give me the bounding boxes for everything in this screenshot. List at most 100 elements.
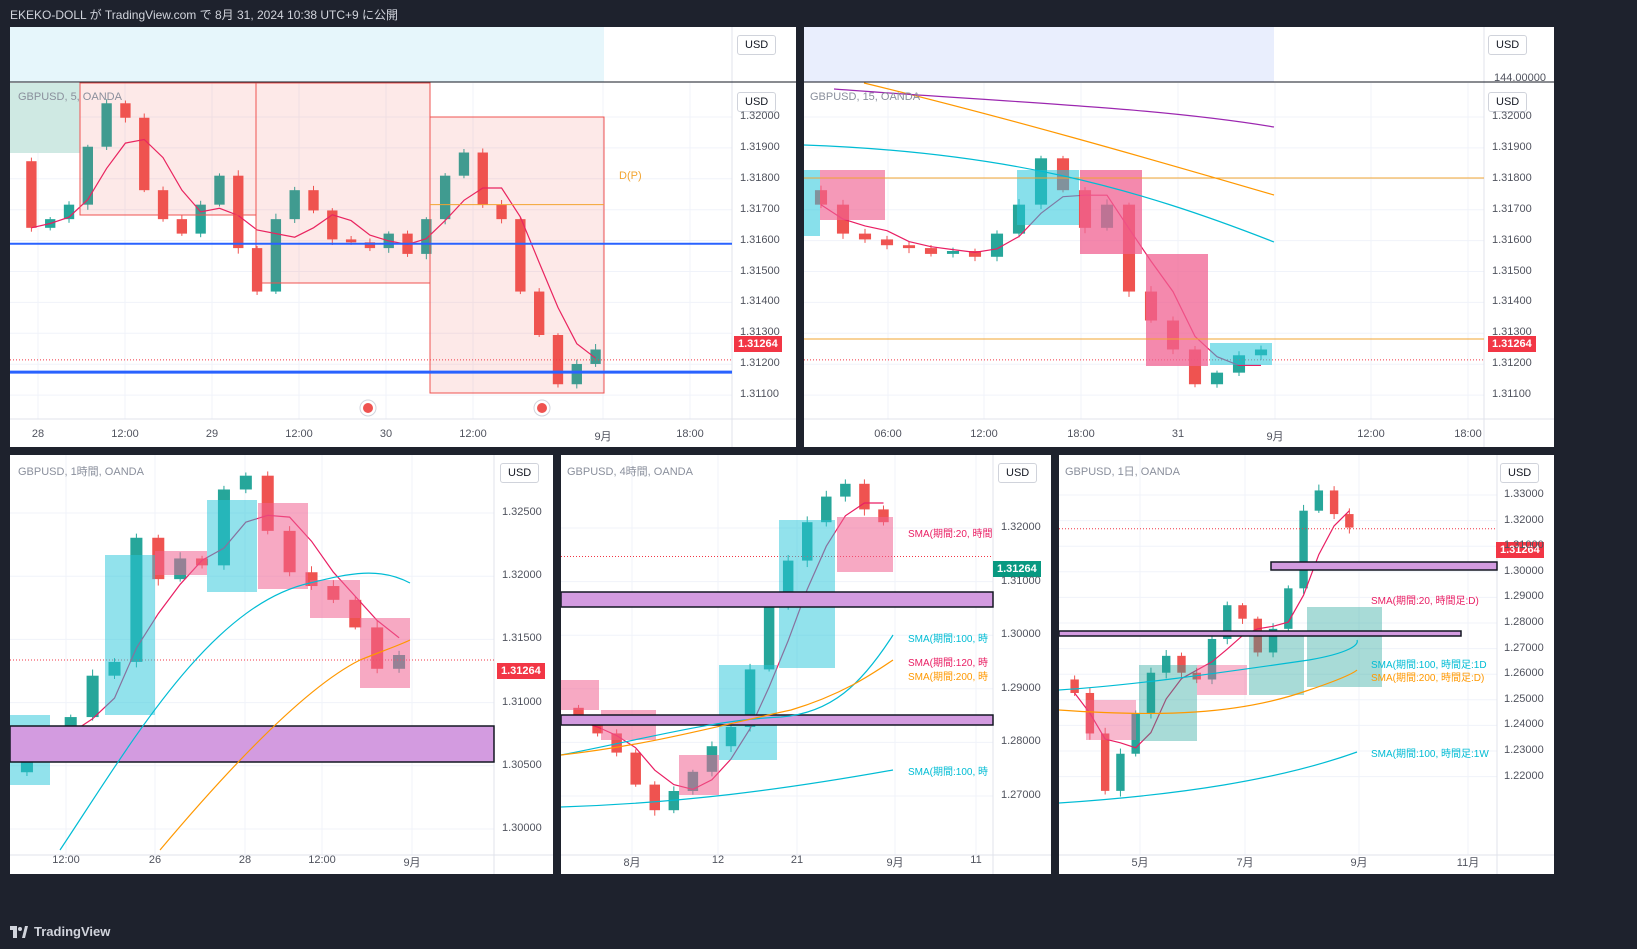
candle-body — [289, 190, 300, 220]
last-price-badge: 1.31264 — [497, 663, 545, 679]
candle-body — [1131, 713, 1140, 754]
price-tick-label: 1.28000 — [1001, 735, 1041, 748]
candle-body — [421, 219, 432, 254]
chart-panel-15m[interactable]: GBPUSD, 15, OANDA USD USD 144.00000 1.31… — [804, 27, 1554, 447]
price-tick-label: 1.31500 — [740, 264, 780, 277]
currency-button[interactable]: USD — [500, 463, 540, 483]
price-tick-label: 1.31800 — [1492, 171, 1532, 184]
candle-body — [139, 117, 150, 191]
candle-body — [946, 251, 960, 254]
price-tick-label: 1.32000 — [1492, 110, 1532, 122]
candle-body — [573, 707, 584, 721]
time-tick-label: 18:00 — [1067, 428, 1095, 440]
price-tick-label: 1.27000 — [1001, 789, 1041, 801]
time-tick-label: 12:00 — [459, 428, 487, 440]
price-tick-label: 1.26000 — [1504, 667, 1544, 680]
sma-label-200: SMA(期間:200, 時 — [908, 672, 989, 683]
time-tick-label: 12:00 — [285, 428, 313, 440]
top-axis-tick: 144.00000 — [1494, 72, 1546, 84]
candle-body — [1162, 655, 1171, 673]
chart-canvas-5m[interactable] — [10, 27, 796, 447]
time-tick-label: 21 — [790, 854, 804, 866]
candle-body — [477, 152, 488, 205]
session-highlight — [10, 27, 604, 82]
time-tick-label: 9月 — [1266, 431, 1284, 443]
currency-button[interactable]: USD — [737, 92, 777, 112]
sma-100-line — [561, 634, 894, 756]
chart-panel-1h[interactable]: GBPUSD, 1時間, OANDA USD 1.31264 1.32500 1.… — [10, 455, 553, 874]
brand-name: TradingView — [34, 924, 111, 939]
candle-body — [233, 175, 244, 249]
candle-body — [859, 483, 870, 510]
candle-body — [364, 242, 376, 249]
time-tick-label: 8月 — [623, 857, 641, 869]
price-tick-label: 1.30000 — [1001, 628, 1041, 641]
currency-button[interactable]: USD — [1500, 463, 1540, 483]
price-tick-label: 1.32000 — [502, 569, 542, 582]
sma-label-20: SMA(期間:20, 時間足:D) — [1371, 596, 1479, 607]
time-tick-label: 26 — [148, 854, 162, 866]
price-tick-label: 1.22000 — [1504, 769, 1544, 782]
symbol-label: GBPUSD, 15, OANDA — [810, 91, 921, 103]
chart-canvas-15m[interactable] — [804, 27, 1554, 447]
candle-body — [515, 219, 526, 292]
symbol-label: GBPUSD, 1日, OANDA — [1065, 466, 1180, 478]
time-tick-label: 7月 — [1236, 857, 1254, 869]
chart-panel-1d[interactable]: GBPUSD, 1日, OANDA USD 1.31264 SMA(期間:20,… — [1059, 455, 1554, 874]
sma-label-100: SMA(期間:100, 時 — [908, 634, 989, 645]
zone-box — [105, 555, 155, 715]
sma-200-line — [863, 82, 1275, 196]
currency-button-top[interactable]: USD — [1488, 35, 1528, 55]
price-tick-label: 1.31600 — [1492, 233, 1532, 246]
header-bar: EKEKO-DOLL が TradingView.com で 8月 31, 20… — [0, 0, 1637, 26]
candle-body — [1345, 514, 1354, 528]
time-tick-label: 12:00 — [308, 854, 336, 866]
price-tick-label: 1.31100 — [740, 388, 779, 401]
chart-canvas-1h[interactable] — [10, 455, 553, 874]
candle-body — [821, 496, 832, 523]
chart-panel-4h[interactable]: GBPUSD, 4時間, OANDA USD 1.31264 SMA(期間:20… — [561, 455, 1051, 874]
supply-demand-zone — [561, 591, 994, 608]
candle-body — [308, 190, 319, 211]
time-tick-label: 12:00 — [111, 428, 139, 440]
sma-100-line — [1059, 639, 1358, 691]
candle-body — [878, 509, 889, 523]
supply-demand-zone — [10, 725, 495, 763]
chart-canvas-1d[interactable] — [1059, 455, 1554, 874]
sma-20-line — [1074, 510, 1350, 749]
price-tick-label: 1.31100 — [1492, 388, 1531, 401]
chart-canvas-4h[interactable] — [561, 455, 1051, 874]
currency-button[interactable]: USD — [998, 463, 1038, 483]
candle-body — [968, 251, 982, 257]
chart-panel-5m[interactable]: GBPUSD, 5, OANDA USD USD D(P) 1.31264 1.… — [10, 27, 796, 447]
sma-label-20: SMA(期間:20, 時間 — [908, 529, 993, 540]
zone-box — [719, 665, 777, 760]
symbol-label: GBPUSD, 4時間, OANDA — [567, 466, 693, 478]
daily-range-box — [429, 116, 605, 394]
price-tick-label: 1.31500 — [1492, 264, 1532, 277]
price-tick-label: 1.27000 — [1504, 641, 1544, 654]
time-tick-label: 9月 — [594, 431, 612, 443]
price-tick-label: 1.31600 — [740, 233, 780, 246]
tradingview-logo[interactable]: TradingView — [10, 924, 110, 939]
candle-body — [1146, 672, 1156, 714]
last-price-badge: 1.31264 — [1496, 542, 1544, 558]
us-flag-icon — [537, 403, 547, 413]
candle-body — [534, 291, 545, 335]
price-tick-label: 1.32500 — [502, 506, 542, 518]
time-tick-label: 12:00 — [970, 428, 998, 440]
currency-button[interactable]: USD — [1488, 92, 1528, 112]
daily-range-box — [79, 82, 257, 216]
candle-body — [157, 190, 169, 220]
price-tick-label: 1.31700 — [1492, 202, 1532, 215]
sma-label-200: SMA(期間:200, 時間足:D) — [1371, 673, 1485, 684]
zone-box — [360, 618, 410, 688]
symbol-label: GBPUSD, 1時間, OANDA — [18, 466, 144, 478]
price-tick-label: 1.31300 — [740, 326, 780, 339]
currency-button-top[interactable]: USD — [737, 35, 777, 55]
candle-body — [858, 233, 872, 240]
candle-body — [1116, 753, 1125, 791]
candle-body — [611, 733, 622, 753]
zone-box — [1146, 254, 1208, 366]
sma-label-100-weekly: SMA(期間:100, 時 — [908, 767, 989, 778]
